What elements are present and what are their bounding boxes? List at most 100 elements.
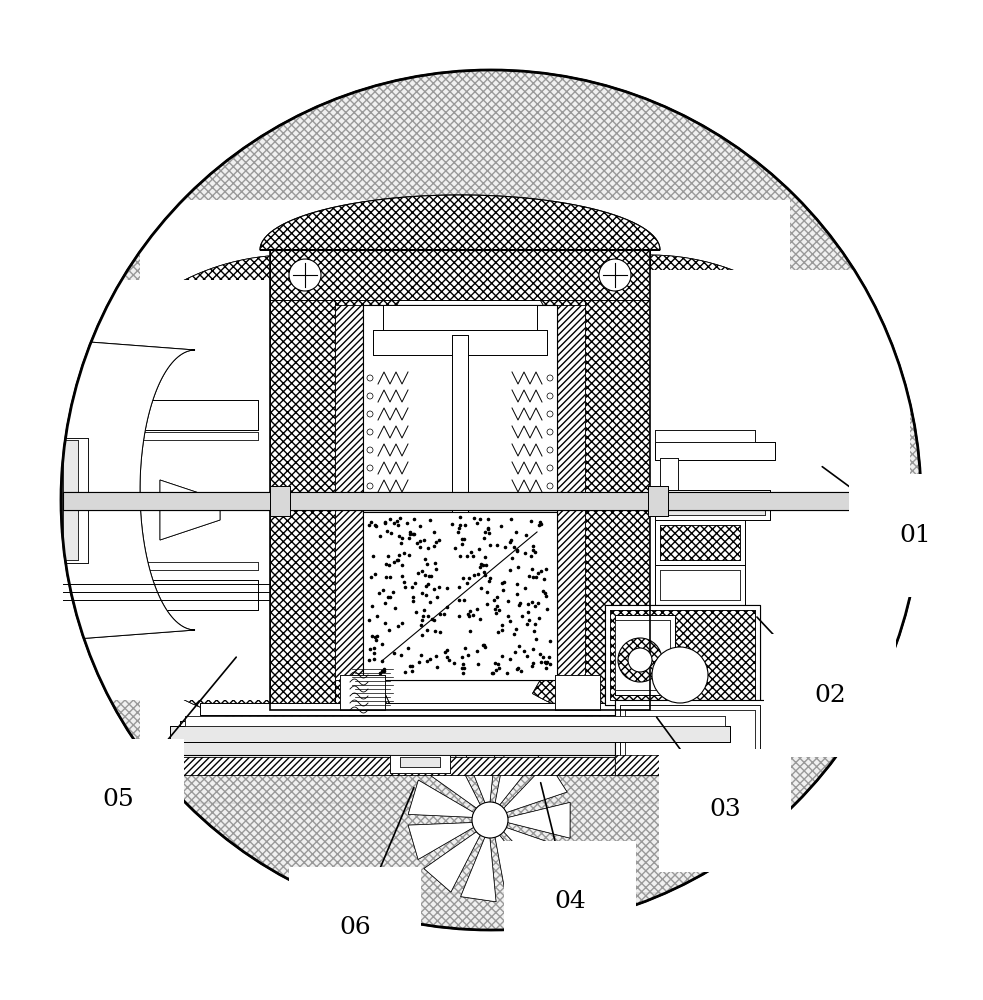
Point [508,621,524,637]
Point [507,644,523,660]
Circle shape [367,483,373,489]
Point [528,569,544,585]
Circle shape [547,465,553,471]
Point [486,592,501,608]
Point [378,569,394,585]
Point [490,598,505,614]
Point [404,658,420,674]
Point [510,597,526,613]
Point [517,580,533,596]
Point [376,661,391,677]
Point [538,660,553,676]
Bar [63,438,88,563]
Polygon shape [461,738,496,803]
Point [420,576,435,592]
Circle shape [547,393,553,399]
Point [419,653,434,669]
Bar [270,250,650,710]
Bar [335,305,363,680]
Point [438,580,454,596]
Point [523,513,539,529]
Point [484,665,499,681]
Point [514,608,530,624]
Point [528,598,544,614]
Text: 03: 03 [709,798,741,822]
Point [481,573,496,589]
Polygon shape [503,762,567,813]
Point [480,511,495,527]
Bar [60,280,270,700]
Point [426,581,441,597]
Point [462,623,478,639]
Point [377,615,393,631]
Point [477,567,492,583]
Point [428,534,443,550]
Point [385,554,401,570]
Text: 02: 02 [814,684,846,706]
Bar [557,305,585,680]
Point [518,527,534,543]
Bar [270,250,335,710]
Circle shape [61,70,921,930]
Point [423,594,438,610]
Point [502,534,518,550]
Point [477,637,492,653]
Point [508,524,524,540]
Point [374,663,389,679]
Point [402,524,418,540]
Point [414,612,430,628]
Point [497,539,513,555]
Point [531,517,547,533]
Point [494,648,510,664]
Point [479,584,494,600]
Point [381,622,397,638]
Point [509,586,525,602]
Polygon shape [408,780,474,817]
Point [412,518,428,534]
Point [533,563,549,579]
Point [394,615,410,631]
Point [413,647,429,663]
Circle shape [599,259,631,291]
Point [531,610,547,626]
Circle shape [628,648,652,672]
Point [378,523,394,539]
Point [471,541,487,557]
Point [427,612,442,628]
Point [469,643,485,659]
Point [483,537,498,553]
Point [433,624,448,640]
Point [367,629,382,645]
Point [456,592,472,608]
Point [496,574,512,590]
Point [492,602,507,618]
Bar [63,400,258,430]
Point [504,550,520,566]
Point [513,663,529,679]
Point [412,533,428,549]
Point [376,515,392,531]
Point [543,633,558,649]
Polygon shape [424,832,480,892]
Point [538,654,553,670]
Point [404,663,420,679]
Point [520,604,536,620]
Point [455,665,471,681]
Point [472,559,488,575]
Point [460,606,476,622]
Point [482,525,497,541]
Circle shape [618,638,662,682]
Polygon shape [533,255,885,725]
Point [451,608,467,624]
Point [482,570,497,586]
Text: 06: 06 [339,916,371,940]
Point [369,518,384,534]
Point [430,589,445,605]
Point [489,662,504,678]
Point [502,613,518,629]
Point [382,569,398,585]
Point [408,575,424,591]
Point [451,579,467,595]
Point [412,654,428,670]
Point [432,579,447,595]
